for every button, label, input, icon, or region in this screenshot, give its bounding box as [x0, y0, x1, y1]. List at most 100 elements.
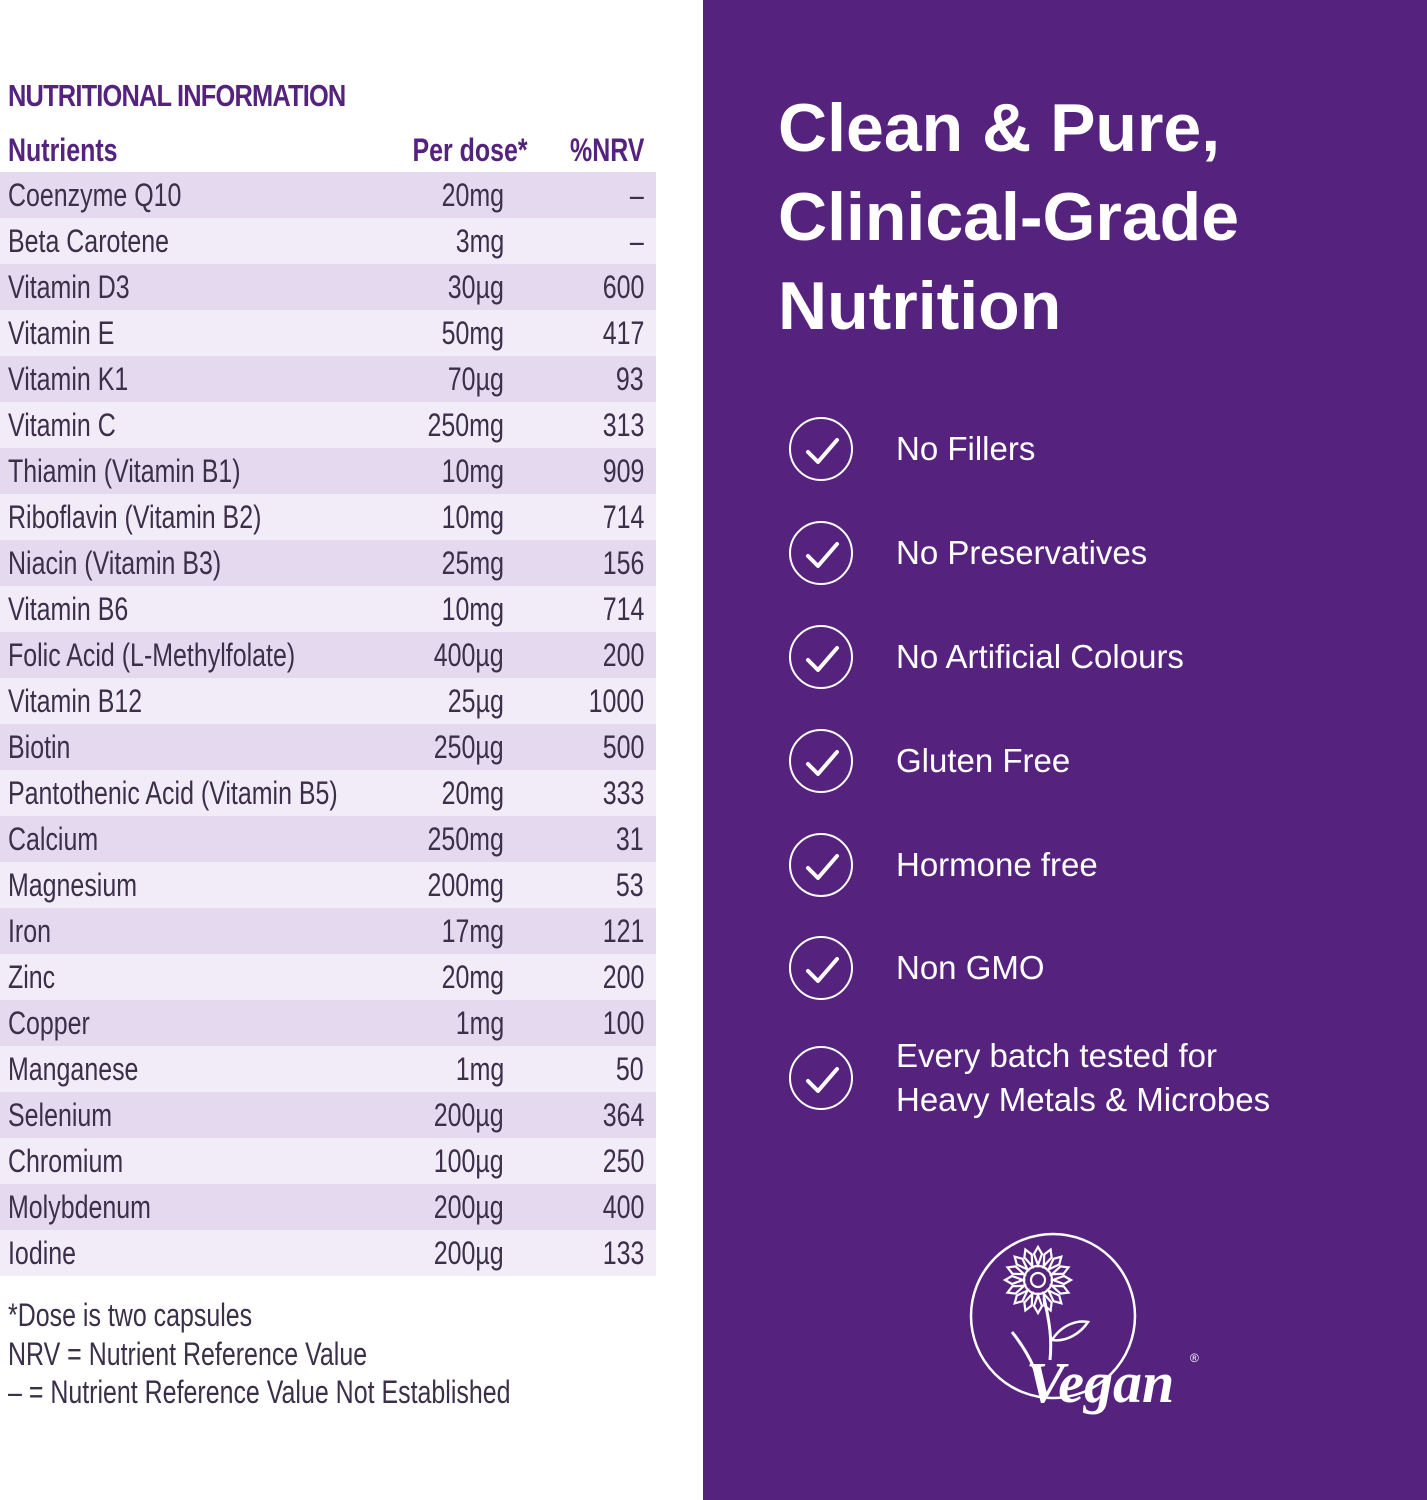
table-header-row: Nutrients Per dose* %NRV	[0, 128, 656, 172]
nutrient-cell: Calcium	[0, 816, 380, 862]
per-dose-cell: 70µg	[380, 356, 504, 402]
nutrient-cell: Copper	[0, 1000, 380, 1046]
feature-item: Non GMO	[789, 936, 1409, 1006]
feature-item: No Preservatives	[789, 521, 1409, 591]
footnotes: *Dose is two capsules NRV = Nutrient Refe…	[8, 1296, 652, 1412]
registered-mark: ®	[1190, 1351, 1199, 1365]
per-dose-cell: 50mg	[380, 310, 504, 356]
nutrient-cell: Molybdenum	[0, 1184, 380, 1230]
table-row: Zinc 20mg 200	[0, 954, 656, 1000]
nutrient-cell: Zinc	[0, 954, 380, 1000]
table-row: Iron 17mg 121	[0, 908, 656, 954]
table-row: Biotin 250µg 500	[0, 724, 656, 770]
nrv-cell: 714	[504, 494, 656, 540]
feature-item: No Fillers	[789, 417, 1409, 487]
nutrient-cell: Beta Carotene	[0, 218, 380, 264]
footnote-line: – = Nutrient Reference Value Not Establi…	[8, 1374, 511, 1410]
nutrient-cell: Iodine	[0, 1230, 380, 1276]
table-row: Thiamin (Vitamin B1) 10mg 909	[0, 448, 656, 494]
feature-item: Every batch tested for Heavy Metals & Mic…	[789, 1037, 1409, 1118]
check-circle-icon	[789, 521, 853, 585]
nrv-cell: –	[504, 172, 656, 218]
nrv-cell: 600	[504, 264, 656, 310]
nrv-cell: 31	[504, 816, 656, 862]
feature-label: Hormone free	[896, 843, 1098, 887]
table-row: Chromium 100µg 250	[0, 1138, 656, 1184]
feature-item: No Artificial Colours	[789, 625, 1409, 695]
nrv-cell: 909	[504, 448, 656, 494]
nrv-cell: 714	[504, 586, 656, 632]
check-circle-icon	[789, 729, 853, 793]
per-dose-cell: 10mg	[380, 494, 504, 540]
nutrient-cell: Manganese	[0, 1046, 380, 1092]
nrv-cell: 200	[504, 954, 656, 1000]
nrv-cell: 313	[504, 402, 656, 448]
nrv-cell: 156	[504, 540, 656, 586]
per-dose-cell: 200µg	[380, 1092, 504, 1138]
table-row: Beta Carotene 3mg –	[0, 218, 656, 264]
nrv-cell: –	[504, 218, 656, 264]
per-dose-cell: 20mg	[380, 770, 504, 816]
check-circle-icon	[789, 417, 853, 481]
table-row: Copper 1mg 100	[0, 1000, 656, 1046]
header-nutrients: Nutrients	[8, 131, 118, 168]
nrv-cell: 100	[504, 1000, 656, 1046]
nutrient-cell: Vitamin B12	[0, 678, 380, 724]
feature-label: Every batch tested for Heavy Metals & Mic…	[896, 1034, 1270, 1122]
nrv-cell: 417	[504, 310, 656, 356]
feature-label-line: No Artificial Colours	[896, 638, 1184, 675]
nrv-cell: 1000	[504, 678, 656, 724]
nrv-cell: 93	[504, 356, 656, 402]
per-dose-cell: 200mg	[380, 862, 504, 908]
table-row: Vitamin B6 10mg 714	[0, 586, 656, 632]
table-row: Vitamin K1 70µg 93	[0, 356, 656, 402]
table-row: Vitamin B12 25µg 1000	[0, 678, 656, 724]
table-row: Vitamin E 50mg 417	[0, 310, 656, 356]
nrv-cell: 50	[504, 1046, 656, 1092]
per-dose-cell: 17mg	[380, 908, 504, 954]
nrv-cell: 250	[504, 1138, 656, 1184]
nutrition-panel: NUTRITIONAL INFORMATION Nutrients Per do…	[0, 0, 703, 1500]
nutrient-cell: Vitamin K1	[0, 356, 380, 402]
nutrient-cell: Vitamin D3	[0, 264, 380, 310]
nrv-cell: 200	[504, 632, 656, 678]
feature-label-line: Hormone free	[896, 846, 1098, 883]
nutrient-cell: Iron	[0, 908, 380, 954]
footnote-line: NRV = Nutrient Reference Value	[8, 1335, 368, 1372]
nutrition-table-body: Coenzyme Q10 20mg – Beta Carotene 3mg – Vitami…	[0, 172, 656, 1276]
per-dose-cell: 100µg	[380, 1138, 504, 1184]
per-dose-cell: 10mg	[380, 586, 504, 632]
feature-label-line: Every batch tested for	[896, 1037, 1217, 1074]
feature-label: Gluten Free	[896, 739, 1070, 783]
nutrient-cell: Riboflavin (Vitamin B2)	[0, 494, 380, 540]
feature-label: No Fillers	[896, 427, 1035, 471]
feature-label-line: No Preservatives	[896, 534, 1148, 571]
nutrition-section-title: NUTRITIONAL INFORMATION	[8, 78, 346, 113]
check-circle-icon	[789, 833, 853, 897]
per-dose-cell: 250µg	[380, 724, 504, 770]
nutrient-cell: Biotin	[0, 724, 380, 770]
per-dose-cell: 250mg	[380, 402, 504, 448]
table-row: Vitamin C 250mg 313	[0, 402, 656, 448]
nrv-cell: 400	[504, 1184, 656, 1230]
promo-headline: Clean & Pure, Clinical-Grade Nutrition	[778, 84, 1408, 351]
table-row: Selenium 200µg 364	[0, 1092, 656, 1138]
header-per-dose: Per dose*	[412, 131, 528, 168]
per-dose-cell: 200µg	[380, 1184, 504, 1230]
feature-label-line: Gluten Free	[896, 742, 1071, 779]
check-circle-icon	[789, 625, 853, 689]
feature-label: No Preservatives	[896, 531, 1147, 575]
footnote-line: *Dose is two capsules	[8, 1297, 253, 1333]
table-row: Folic Acid (L-Methylfolate) 400µg 200	[0, 632, 656, 678]
nutrient-cell: Selenium	[0, 1092, 380, 1138]
nutrient-cell: Vitamin B6	[0, 586, 380, 632]
per-dose-cell: 20mg	[380, 172, 504, 218]
nrv-cell: 53	[504, 862, 656, 908]
nutrient-cell: Vitamin C	[0, 402, 380, 448]
table-row: Coenzyme Q10 20mg –	[0, 172, 656, 218]
table-row: Manganese 1mg 50	[0, 1046, 656, 1092]
feature-item: Gluten Free	[789, 729, 1409, 799]
nrv-cell: 333	[504, 770, 656, 816]
per-dose-cell: 1mg	[380, 1046, 504, 1092]
feature-label: No Artificial Colours	[896, 635, 1184, 679]
